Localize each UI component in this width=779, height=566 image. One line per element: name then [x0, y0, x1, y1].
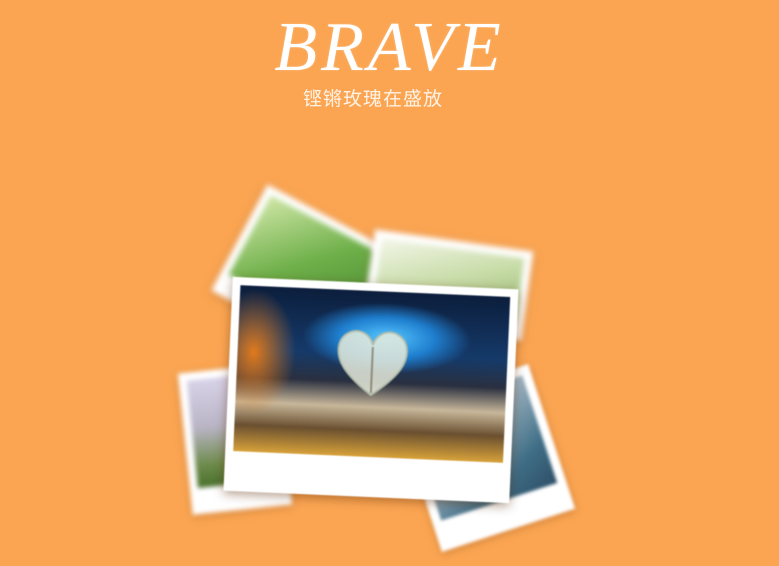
- photo-main-image: [233, 285, 511, 463]
- page-subtitle: 铿锵玫瑰在盛放: [302, 88, 443, 110]
- photo-main[interactable]: [223, 276, 519, 504]
- page-title: BRAVE: [274, 9, 505, 86]
